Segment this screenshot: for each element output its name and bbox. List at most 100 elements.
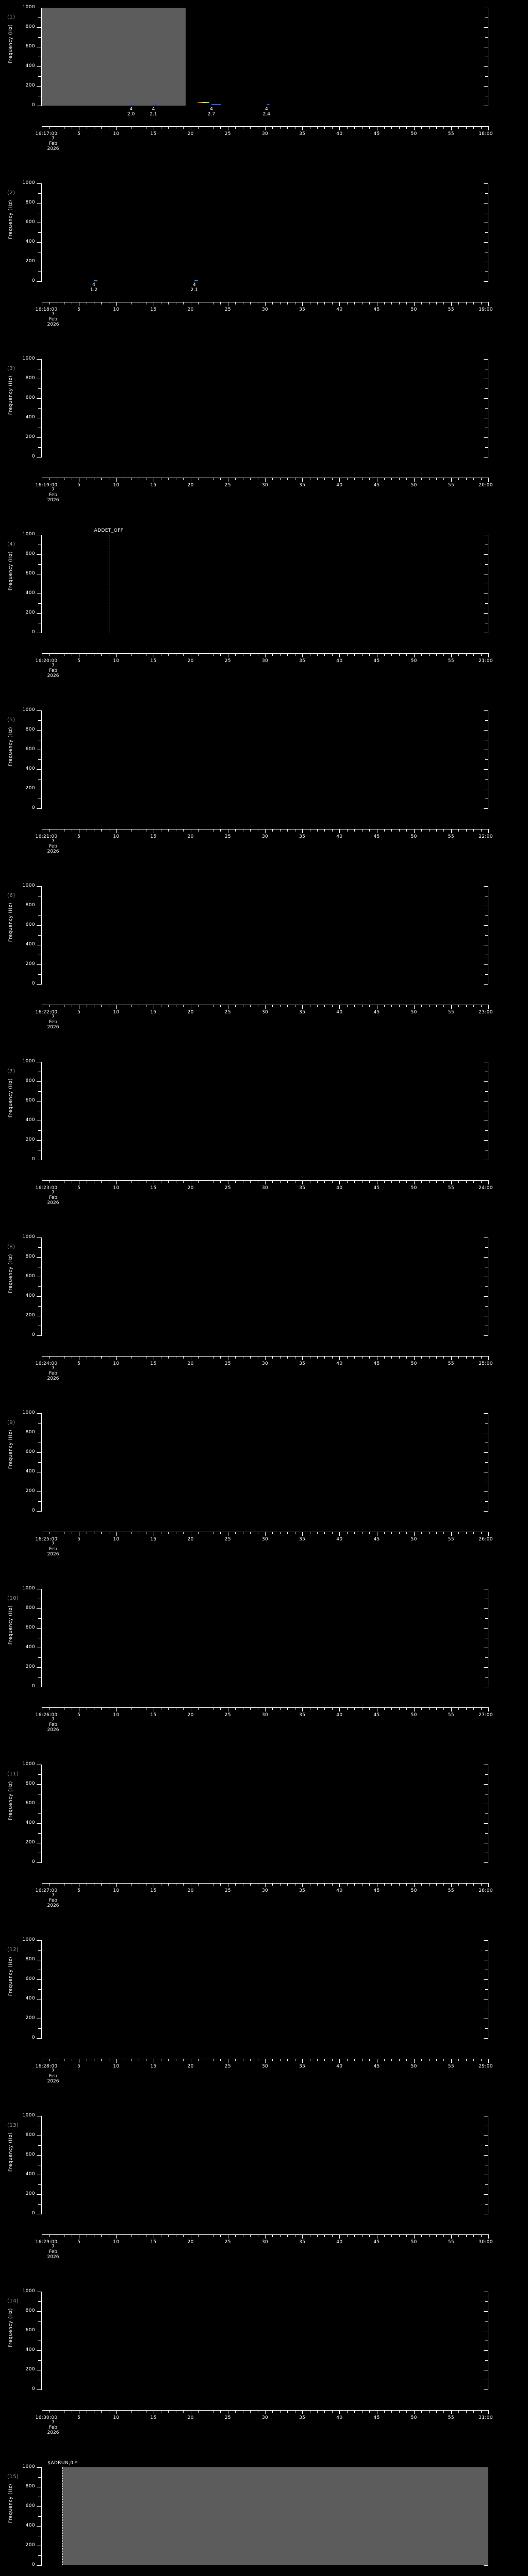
axis-tick: [481, 829, 482, 832]
axis-tick: [37, 2155, 42, 2156]
x-axis-tick-labels: 16:28:00 5 10 15 20 25 30 35 40 45 50 55 29:00: [0, 2064, 528, 2071]
x-axis-tick-label: 45: [373, 2415, 380, 2420]
x-axis-tick-label: 30: [261, 1537, 269, 1542]
detection-marker[interactable]: 4 2.4: [259, 107, 274, 117]
axis-tick: [481, 302, 482, 304]
axis-tick: [324, 1005, 325, 1007]
y-axis-tick-label: 600: [25, 747, 35, 752]
axis-tick: [101, 2059, 102, 2061]
axis-tick: [272, 1532, 273, 1534]
axis-tick: [443, 1180, 444, 1183]
x-axis-end-time-label: 23:00: [478, 1010, 493, 1015]
x-axis-tick-label: 50: [410, 307, 417, 312]
axis-tick: [317, 302, 318, 304]
axis-tick: [38, 974, 42, 975]
axis-tick: [369, 126, 370, 129]
x-axis-tick-label: 10: [113, 658, 120, 664]
detection-marker[interactable]: 4 2.0: [123, 107, 139, 117]
axis-tick: [473, 1356, 474, 1359]
axis-tick: [101, 1532, 102, 1534]
y-axis-tick-label: 600: [25, 395, 35, 400]
axis-tick: [484, 554, 488, 555]
y-axis-tick-label: 800: [25, 376, 35, 381]
axis-tick: [38, 2028, 42, 2029]
x-axis-tick-label: 40: [336, 1713, 343, 1718]
axis-tick: [369, 1356, 370, 1359]
axis-tick: [332, 1356, 333, 1359]
x-axis-tick-label: 20: [187, 658, 194, 664]
axis-tick: [287, 2234, 288, 2237]
axis-tick: [220, 1180, 221, 1183]
axis-tick: [37, 359, 42, 360]
detection-marker[interactable]: 4 2.1: [146, 107, 161, 117]
axis-tick: [481, 1005, 482, 1007]
x-axis-tick-label: 35: [299, 1713, 306, 1718]
x-axis-tick-label: 55: [448, 2415, 454, 2420]
axis-tick: [406, 653, 407, 656]
axis-tick: [116, 653, 117, 657]
axis-tick: [428, 302, 430, 304]
axis-tick: [37, 1667, 42, 1668]
spectrogram-plot-area: [42, 886, 488, 984]
axis-tick: [458, 1707, 459, 1710]
y-axis-tick-label: 0: [31, 805, 35, 810]
axis-tick: [287, 1707, 288, 1710]
axis-tick: [384, 2059, 385, 2061]
axis-tick: [484, 964, 488, 965]
axis-tick: [485, 37, 488, 38]
detection-marker[interactable]: 4 1.2: [86, 282, 102, 293]
axis-tick: [287, 653, 288, 656]
axis-tick: [488, 653, 489, 657]
detection-marker[interactable]: 4 2.7: [204, 107, 219, 117]
axis-tick: [354, 478, 355, 480]
x-axis-tick-label: 50: [410, 834, 417, 839]
x-axis-start-time-label: 16:25:00: [35, 1537, 58, 1542]
x-axis-tick-label: 35: [299, 1010, 306, 1015]
x-axis-tick-label: 25: [224, 658, 231, 664]
axis-tick: [485, 1657, 488, 1658]
detection-value: 2.4: [262, 112, 271, 117]
axis-tick: [116, 1532, 117, 1536]
axis-tick: [317, 1005, 318, 1007]
axis-tick: [183, 829, 184, 832]
detection-marker[interactable]: 4 2.1: [187, 282, 202, 293]
panel-index-label: (13): [7, 2123, 19, 2128]
axis-tick: [220, 1707, 221, 1710]
date-line: 7: [52, 1893, 55, 1898]
axis-tick: [391, 653, 392, 656]
x-axis-end-time-label: 30:00: [478, 2240, 493, 2245]
axis-tick: [485, 1462, 488, 1463]
axis-tick: [324, 1180, 325, 1183]
axis-tick: [183, 1180, 184, 1183]
x-axis-tick-label: 40: [336, 2240, 343, 2245]
axis-tick: [168, 478, 169, 480]
x-axis-tick-label: 45: [373, 307, 380, 312]
spectrogram-panel: (10) Frequency (Hz) 0 200 400 600 800 1000 16:26…: [0, 1582, 528, 1758]
x-axis-tick-label: 35: [299, 1361, 306, 1366]
axis-tick: [38, 37, 42, 38]
x-axis-tick-labels: 16:17:00 5 10 15 20 25 30 35 40 45 50 55 18:00: [0, 131, 528, 139]
x-axis-tick-label: 10: [113, 1888, 120, 1893]
x-axis-start-time-label: 16:19:00: [35, 483, 58, 488]
y-axis-tick-label: 0: [31, 630, 35, 635]
spectral-trace: [94, 280, 98, 281]
axis-tick: [287, 1180, 288, 1183]
axis-tick: [220, 1005, 221, 1007]
axis-tick: [451, 1356, 452, 1360]
panel-index-label: (12): [7, 1947, 19, 1953]
axis-tick: [37, 964, 42, 965]
x-axis-tick-label: 30: [261, 307, 269, 312]
axis-tick: [369, 2059, 370, 2061]
axis-tick: [414, 126, 415, 130]
axis-tick: [37, 1862, 42, 1863]
axis-tick: [346, 653, 348, 656]
no-data-region: [62, 2467, 488, 2565]
x-axis-tick-label: 30: [261, 1361, 269, 1366]
axis-tick: [38, 408, 42, 409]
axis-tick: [484, 1140, 488, 1141]
axis-tick: [466, 1532, 467, 1534]
spectral-trace: [194, 280, 199, 281]
y-axis-tick-label: 0: [31, 278, 35, 283]
axis-tick: [451, 2234, 452, 2239]
x-axis-tick-labels: 16:22:00 5 10 15 20 25 30 35 40 45 50 55 23:00: [0, 1010, 528, 1017]
